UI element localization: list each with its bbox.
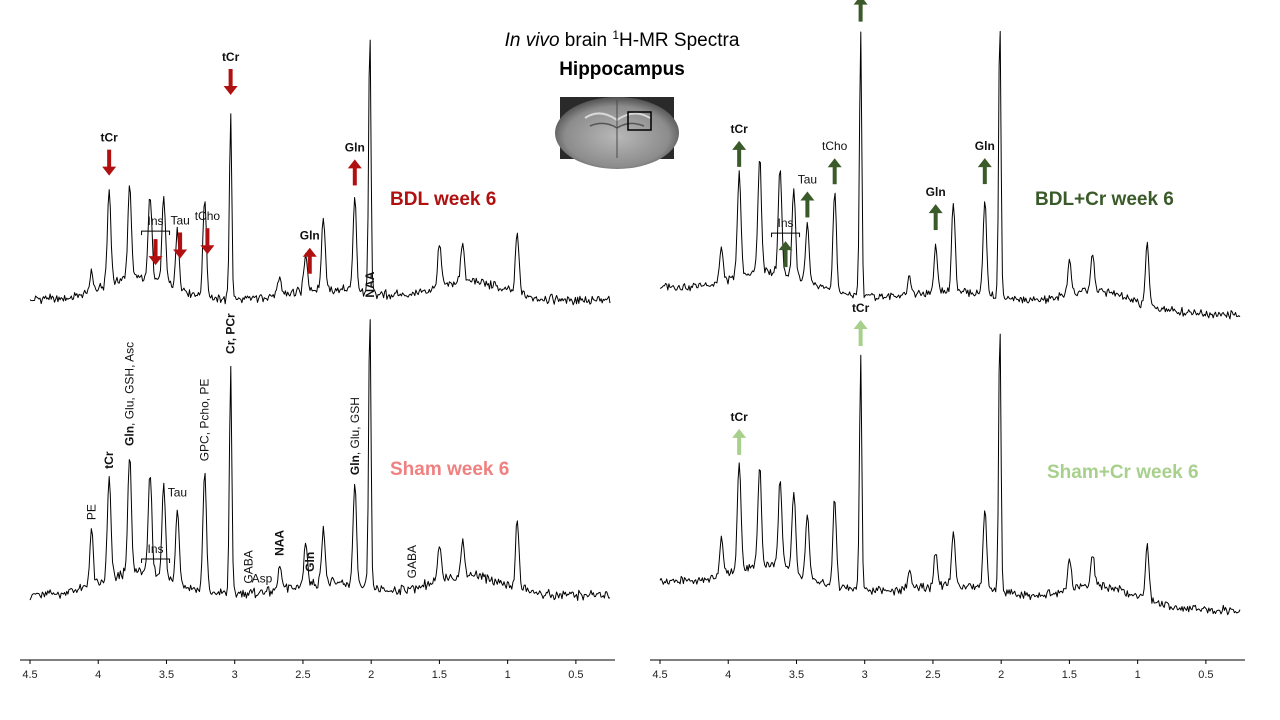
title-superscript: 1 (612, 28, 619, 42)
x-tick-label: 1 (1135, 669, 1141, 681)
annotation-arrow (827, 158, 842, 185)
annotation-label: Ins (778, 216, 794, 230)
x-tick-label: 1 (505, 669, 511, 681)
condition-label: Sham+Cr week 6 (1047, 462, 1199, 483)
annotation-label: tCr (730, 410, 748, 424)
panel-sham-cr-week6: Sham+Cr week 6 tCr tCr (659, 301, 1241, 616)
x-tick-label: 3 (862, 669, 868, 681)
annotation-label: tCr (222, 50, 240, 64)
annotation-label: Ins (148, 542, 164, 556)
annotation-label: Gln, Glu, GSH, Asc (123, 342, 137, 446)
annotation-arrow (200, 228, 215, 255)
annotation-label: Tau (170, 213, 189, 227)
annotation-label: tCr (100, 131, 118, 145)
annotation-label: Gln (345, 140, 365, 154)
annotation-label: GABA (405, 545, 419, 578)
panel-sham-week6: Sham week 6 PE tCr Gln, Glu, GSH, Asc Ins Tau… (29, 271, 611, 601)
x-tick-label: 4.5 (22, 669, 37, 681)
annotation-arrow (853, 320, 868, 347)
spectrum-trace (29, 39, 611, 306)
panel-bdl-week6: BDL week 6 tCr Ins Tau tCho tCr Gln Gln (29, 39, 611, 306)
annotation-label: Tau (168, 485, 187, 499)
panel-bdl-cr-week6: BDL+Cr week 6 tCr Ins Tau tCho tCr Gln Gln (659, 0, 1241, 320)
annotation-label: tCho (195, 209, 221, 223)
x-tick-label: 3.5 (159, 669, 174, 681)
mri-slice-icon (555, 97, 679, 169)
voxel-box (627, 111, 652, 131)
x-axis-left: 4.5 4 3.5 3 2.5 2 1.5 1 0.5 (20, 659, 615, 681)
annotation-label: Gln, Glu, GSH (348, 397, 362, 475)
annotation-label: tCr (730, 122, 748, 136)
x-tick-label: 4 (725, 669, 731, 681)
annotation-label: Gln (303, 552, 317, 572)
x-tick-label: 2 (368, 669, 374, 681)
annotation-label: Ins (148, 214, 164, 228)
x-tick-label: 3 (232, 669, 238, 681)
x-tick-label: 2 (998, 669, 1004, 681)
annotation-label: NAA (363, 271, 377, 297)
annotation-arrow (800, 191, 815, 218)
annotation-bracket (771, 232, 801, 238)
x-axis-right: 4.5 4 3.5 3 2.5 2 1.5 1 0.5 (650, 659, 1245, 681)
annotation-arrow (928, 204, 943, 231)
annotation-label: Tau (798, 172, 817, 186)
spectrum-trace (29, 319, 611, 601)
annotation-arrow (302, 247, 317, 274)
annotation-label: Cr, PCr (224, 313, 238, 354)
x-tick-label: 0.5 (568, 669, 583, 681)
figure-subtitle: Hippocampus (559, 59, 685, 80)
spectrum-trace (659, 30, 1241, 320)
title-rest-a: brain (560, 30, 613, 51)
x-tick-label: 1.5 (432, 669, 447, 681)
condition-label: Sham week 6 (390, 459, 509, 480)
annotation-label: NAA (273, 530, 287, 556)
annotation-arrow (853, 0, 868, 22)
x-tick-label: 3.5 (789, 669, 804, 681)
annotation-label: GABA (241, 550, 255, 583)
annotation-label: tCho (822, 139, 848, 153)
annotation-bracket (141, 558, 171, 563)
condition-label: BDL week 6 (390, 189, 496, 210)
condition-label: BDL+Cr week 6 (1035, 189, 1174, 210)
annotation-label: Asp (252, 571, 273, 585)
spectrum-trace (659, 333, 1241, 616)
annotation-arrow (102, 149, 117, 176)
x-tick-label: 0.5 (1198, 669, 1213, 681)
annotation-label: PE (84, 504, 98, 520)
x-tick-label: 4 (95, 669, 101, 681)
annotation-label: GPC, Pcho, PE (198, 379, 212, 462)
x-tick-label: 2.5 (925, 669, 940, 681)
annotation-label: tCr (102, 451, 116, 469)
title-rest-b: H-MR Spectra (619, 30, 740, 51)
title-italic: In vivo (505, 30, 560, 51)
annotation-label: Gln (926, 185, 946, 199)
x-tick-label: 1.5 (1062, 669, 1077, 681)
annotation-arrow (223, 69, 238, 96)
x-tick-label: 2.5 (295, 669, 310, 681)
annotation-label: tCr (852, 301, 870, 315)
annotation-arrow (778, 241, 793, 268)
annotation-arrow (732, 428, 747, 455)
annotation-label: Gln (975, 139, 995, 153)
annotation-bracket (141, 230, 171, 236)
x-tick-label: 4.5 (652, 669, 667, 681)
annotation-arrow (148, 239, 163, 266)
annotation-arrow (173, 232, 188, 259)
annotation-arrow (977, 158, 992, 185)
annotation-arrow (347, 159, 362, 186)
figure-title: In vivo brain 1H-MR Spectra (505, 28, 740, 51)
annotation-arrow (732, 140, 747, 167)
annotation-label: Gln (300, 229, 320, 243)
